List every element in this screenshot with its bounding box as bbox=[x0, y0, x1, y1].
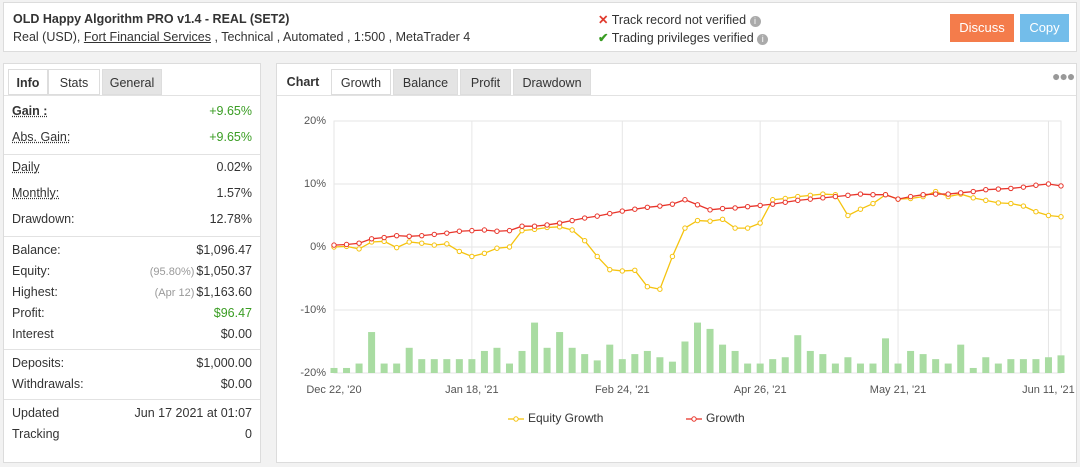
status-unverified: ✕ Track record not verified i bbox=[598, 12, 761, 27]
stat-value: $96.47 bbox=[214, 303, 252, 324]
stat-row: Abs. Gain: +9.65% bbox=[12, 124, 252, 150]
chart-tab[interactable]: Chart bbox=[281, 69, 325, 95]
chart-tab[interactable]: Growth bbox=[331, 69, 391, 95]
stat-label: Interest bbox=[12, 327, 54, 341]
tab-divider bbox=[4, 95, 260, 96]
stat-number: 0.02% bbox=[216, 160, 252, 174]
stats-panel: Info Stats General Gain : +9.65% Abs. Gain: +9… bbox=[3, 63, 261, 463]
chart-panel: ●●● Chart Growth Balance Profit Drawdown bbox=[276, 63, 1077, 463]
account: Real (USD), Fort Financial Services , Te… bbox=[13, 30, 470, 44]
broker-link[interactable]: Fort Financial Services bbox=[83, 30, 211, 44]
stat-row: Equity: (95.80%) $1,050.37 bbox=[12, 261, 252, 282]
status-verified: ✔ Trading privileges verified i bbox=[598, 30, 769, 45]
header: OLD Happy Algorithm PRO v1.4 - REAL (SET… bbox=[3, 2, 1077, 52]
stat-label: Daily bbox=[12, 160, 40, 174]
stat-row: Balance: $1,096.47 bbox=[12, 240, 252, 261]
menu-dots[interactable]: ●●● bbox=[1052, 68, 1075, 84]
stat-number: $0.00 bbox=[220, 327, 252, 341]
stat-row: Profit: $96.47 bbox=[12, 303, 252, 324]
stat-label: Equity: bbox=[12, 264, 51, 278]
stat-label: Balance: bbox=[12, 243, 61, 257]
stat-number: Jun 17 2021 at 01:07 bbox=[134, 406, 252, 420]
stat-number: $1,050.37 bbox=[196, 264, 252, 278]
stat-row: Tracking 0 bbox=[12, 424, 252, 445]
chart-tab[interactable]: Drawdown bbox=[513, 69, 591, 95]
tab[interactable]: Stats bbox=[48, 69, 100, 95]
status-text: Track record not verified bbox=[611, 13, 747, 27]
stat-row: Daily 0.02% bbox=[12, 154, 252, 180]
stat-value: 12.78% bbox=[210, 206, 252, 232]
stat-row: Drawdown: 12.78% bbox=[12, 206, 252, 232]
stat-row: Highest: (Apr 12) $1,163.60 bbox=[12, 282, 252, 303]
stat-label: Withdrawals: bbox=[12, 377, 84, 391]
stat-value: $1,000.00 bbox=[196, 353, 252, 374]
stat-label: Gain : bbox=[12, 104, 48, 118]
chart-tab[interactable]: Profit bbox=[460, 69, 511, 95]
stat-value: Jun 17 2021 at 01:07 bbox=[135, 403, 252, 424]
stat-label: Deposits: bbox=[12, 356, 65, 370]
title: OLD Happy Algorithm PRO v1.4 - REAL (SET… bbox=[13, 12, 290, 26]
discuss-button[interactable]: Discuss bbox=[950, 14, 1014, 42]
tab-divider bbox=[277, 95, 1076, 96]
stat-number: $1,000.00 bbox=[196, 356, 252, 370]
tab[interactable]: Info bbox=[8, 69, 48, 95]
stat-value: 0 bbox=[245, 424, 252, 445]
stat-number: +9.65% bbox=[209, 104, 252, 118]
stat-value: +9.65% bbox=[209, 98, 252, 124]
stat-row: Withdrawals: $0.00 bbox=[12, 374, 252, 395]
stat-label: Monthly: bbox=[12, 186, 60, 200]
stat-label: Updated bbox=[12, 406, 60, 420]
stat-label: Abs. Gain: bbox=[12, 130, 71, 144]
stat-value: $0.00 bbox=[221, 374, 252, 395]
section-divider bbox=[4, 154, 260, 155]
stat-number: +9.65% bbox=[209, 130, 252, 144]
stat-value: $0.00 bbox=[221, 324, 252, 345]
stat-number: $96.47 bbox=[213, 306, 252, 320]
stat-number: $1,163.60 bbox=[196, 285, 252, 299]
stat-row: Gain : +9.65% bbox=[12, 98, 252, 124]
status-text: Trading privileges verified bbox=[611, 31, 754, 45]
chart-tab[interactable]: Balance bbox=[393, 69, 458, 95]
stat-row: Monthly: 1.57% bbox=[12, 180, 252, 206]
stat-row: Updated Jun 17 2021 at 01:07 bbox=[12, 403, 252, 424]
stat-value: 0.02% bbox=[217, 154, 252, 180]
stat-note: (95.80%) bbox=[149, 266, 195, 278]
stat-number: $1,096.47 bbox=[196, 243, 252, 257]
tab[interactable]: General bbox=[102, 69, 162, 95]
stat-label: Tracking bbox=[12, 427, 60, 441]
stat-value: (Apr 12) $1,163.60 bbox=[155, 282, 252, 304]
stat-label: Drawdown: bbox=[12, 212, 75, 226]
stat-note: (Apr 12) bbox=[154, 287, 195, 299]
stat-number: 1.57% bbox=[216, 186, 252, 200]
stat-number: $0.00 bbox=[220, 377, 252, 391]
section-divider bbox=[4, 399, 260, 400]
copy-button[interactable]: Copy bbox=[1020, 14, 1069, 42]
stat-value: 1.57% bbox=[217, 180, 252, 206]
stat-number: 0 bbox=[245, 427, 252, 441]
stat-value: +9.65% bbox=[209, 124, 252, 150]
stat-row: Interest $0.00 bbox=[12, 324, 252, 345]
account-type: Real (USD), bbox=[13, 30, 81, 44]
account-info: , Technical , Automated , 1:500 , MetaTr… bbox=[214, 30, 471, 44]
section-divider bbox=[4, 236, 260, 237]
stat-value: (95.80%) $1,050.37 bbox=[150, 261, 252, 283]
stat-label: Highest: bbox=[12, 285, 58, 299]
section-divider bbox=[4, 349, 260, 350]
stat-label: Profit: bbox=[12, 306, 45, 320]
stat-row: Deposits: $1,000.00 bbox=[12, 353, 252, 374]
stat-number: 12.78% bbox=[209, 212, 252, 226]
stat-value: $1,096.47 bbox=[196, 240, 252, 261]
